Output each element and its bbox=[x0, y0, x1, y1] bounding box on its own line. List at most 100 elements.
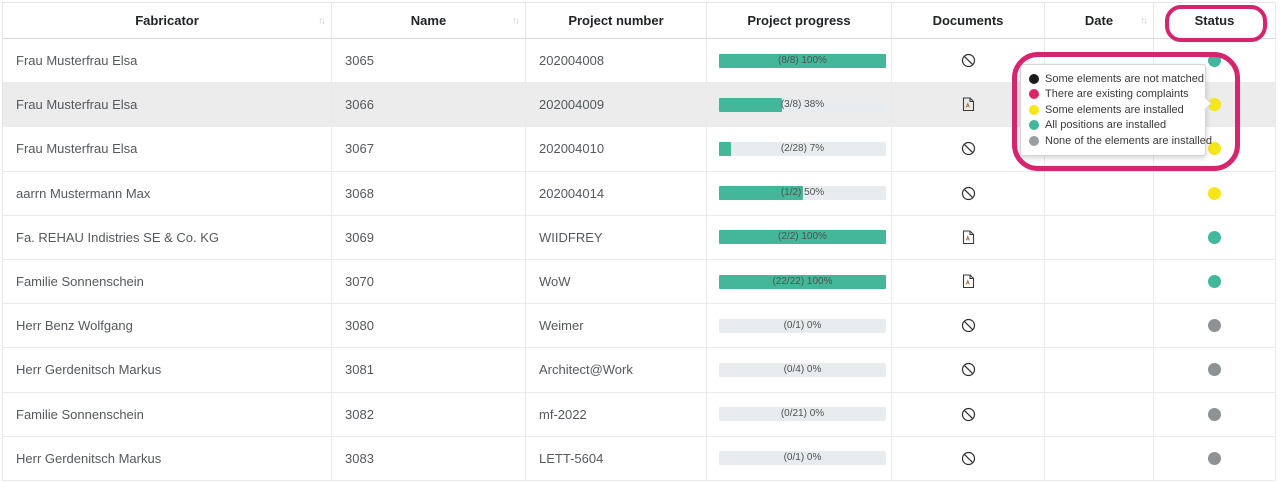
column-header-label: Date bbox=[1084, 13, 1114, 28]
date-cell bbox=[1045, 436, 1154, 481]
column-header-fabricator[interactable]: Fabricator ↑↓ bbox=[3, 3, 332, 39]
progress-label: (3/8) 38% bbox=[780, 98, 825, 110]
fabricator-cell: Familie Sonnenschein bbox=[3, 392, 332, 437]
table-header-row: Fabricator ↑↓ Name ↑↓ Project number Pro… bbox=[3, 3, 1276, 39]
sort-icon[interactable]: ↑↓ bbox=[1140, 15, 1148, 26]
documents-cell[interactable] bbox=[892, 348, 1045, 393]
name-cell: 3066 bbox=[332, 83, 526, 128]
status-dot[interactable] bbox=[1208, 98, 1221, 112]
status-dot[interactable] bbox=[1208, 230, 1221, 244]
table-row[interactable]: Herr Gerdenitsch Markus 3081 Architect@W… bbox=[3, 348, 1276, 393]
project-progress-cell: (0/1) 0% bbox=[707, 304, 892, 349]
name-cell: 3068 bbox=[332, 171, 526, 216]
progress-bar: (2/28) 7% bbox=[719, 141, 886, 156]
pdf-file-icon[interactable] bbox=[962, 274, 975, 289]
fabricator-cell: Herr Gerdenitsch Markus bbox=[3, 436, 332, 481]
project-number-cell: Weimer bbox=[526, 304, 707, 349]
progress-bar: (0/4) 0% bbox=[719, 362, 886, 377]
project-number-cell: 202004010 bbox=[526, 127, 707, 172]
pdf-file-icon[interactable] bbox=[962, 230, 975, 245]
legend-status-dot bbox=[1029, 73, 1039, 84]
sort-icon[interactable]: ↑↓ bbox=[318, 15, 326, 26]
documents-cell[interactable] bbox=[892, 304, 1045, 349]
status-dot[interactable] bbox=[1208, 451, 1221, 465]
progress-bar-fill bbox=[719, 186, 803, 201]
status-cell bbox=[1154, 436, 1276, 481]
sort-icon[interactable]: ↑↓ bbox=[512, 15, 520, 26]
name-cell: 3082 bbox=[332, 392, 526, 437]
fabricator-text: Fa. REHAU Indistries SE & Co. KG bbox=[16, 229, 220, 245]
name-text: 3068 bbox=[345, 185, 374, 201]
no-documents-icon bbox=[961, 318, 976, 333]
column-header-project-number[interactable]: Project number bbox=[526, 3, 707, 39]
project-number-text: Weimer bbox=[539, 318, 584, 334]
project-progress-cell: (3/8) 38% bbox=[707, 83, 892, 128]
name-cell: 3069 bbox=[332, 215, 526, 260]
table-row[interactable]: aarrn Mustermann Max 3068 202004014 (1/2… bbox=[3, 171, 1276, 216]
table-row[interactable]: Familie Sonnenschein 3082 mf-2022 (0/21)… bbox=[3, 392, 1276, 437]
column-header-label: Fabricator bbox=[135, 13, 199, 28]
progress-label: (2/28) 7% bbox=[780, 142, 825, 154]
legend-item: None of the elements are installed bbox=[1029, 133, 1212, 149]
documents-cell[interactable] bbox=[892, 171, 1045, 216]
progress-label: (8/8) 100% bbox=[778, 54, 827, 66]
date-cell bbox=[1045, 304, 1154, 349]
fabricator-text: aarrn Mustermann Max bbox=[16, 185, 151, 201]
project-number-text: WoW bbox=[539, 274, 571, 290]
progress-label: (1/2) 50% bbox=[780, 187, 825, 199]
project-number-cell: WoW bbox=[526, 259, 707, 305]
name-text: 3067 bbox=[345, 141, 374, 157]
progress-bar-fill bbox=[719, 274, 886, 289]
fabricator-cell: Fa. REHAU Indistries SE & Co. KG bbox=[3, 215, 332, 260]
progress-bar-fill bbox=[719, 230, 886, 245]
project-number-cell: WIIDFREY bbox=[526, 215, 707, 260]
documents-cell[interactable] bbox=[892, 215, 1045, 260]
status-legend-tooltip: Some elements are not matched There are … bbox=[1020, 64, 1212, 156]
no-documents-icon bbox=[961, 407, 976, 422]
documents-cell[interactable] bbox=[892, 392, 1045, 437]
table-row[interactable]: Herr Benz Wolfgang 3080 Weimer (0/1) 0% bbox=[3, 304, 1276, 349]
fabricator-text: Herr Gerdenitsch Markus bbox=[16, 450, 162, 466]
annotation-box-legend bbox=[1012, 52, 1240, 171]
no-documents-icon bbox=[961, 141, 976, 156]
project-number-text: 202004009 bbox=[539, 97, 605, 113]
progress-bar: (8/8) 100% bbox=[719, 53, 886, 68]
progress-label: (22/22) 100% bbox=[772, 275, 833, 287]
project-number-cell: mf-2022 bbox=[526, 392, 707, 437]
project-number-cell: 202004009 bbox=[526, 83, 707, 128]
progress-bar-fill bbox=[719, 97, 783, 112]
fabricator-text: Herr Gerdenitsch Markus bbox=[16, 362, 162, 378]
status-cell bbox=[1154, 348, 1276, 393]
project-progress-cell: (22/22) 100% bbox=[707, 259, 892, 305]
table-row[interactable]: Familie Sonnenschein 3070 WoW (22/22) 10… bbox=[3, 259, 1276, 305]
table-row[interactable]: Fa. REHAU Indistries SE & Co. KG 3069 WI… bbox=[3, 215, 1276, 260]
no-documents-icon bbox=[961, 362, 976, 377]
status-cell bbox=[1154, 259, 1276, 305]
progress-bar: (0/1) 0% bbox=[719, 451, 886, 466]
name-text: 3065 bbox=[345, 53, 374, 69]
name-text: 3066 bbox=[345, 97, 374, 113]
documents-cell[interactable] bbox=[892, 39, 1045, 84]
column-header-project-progress[interactable]: Project progress bbox=[707, 3, 892, 39]
status-dot[interactable] bbox=[1208, 363, 1221, 377]
status-dot[interactable] bbox=[1208, 319, 1221, 333]
progress-label: (0/1) 0% bbox=[783, 319, 822, 331]
legend-item-label: None of the elements are installed bbox=[1045, 134, 1212, 147]
no-documents-icon bbox=[961, 451, 976, 466]
status-dot[interactable] bbox=[1208, 407, 1221, 421]
documents-cell[interactable] bbox=[892, 259, 1045, 305]
documents-cell[interactable] bbox=[892, 436, 1045, 481]
table-row[interactable]: Herr Gerdenitsch Markus 3083 LETT-5604 (… bbox=[3, 436, 1276, 481]
status-cell bbox=[1154, 171, 1276, 216]
status-dot[interactable] bbox=[1208, 186, 1221, 200]
column-header-name[interactable]: Name ↑↓ bbox=[332, 3, 526, 39]
progress-bar: (22/22) 100% bbox=[719, 274, 886, 289]
column-header-date[interactable]: Date ↑↓ bbox=[1045, 3, 1154, 39]
column-header-documents[interactable]: Documents bbox=[892, 3, 1045, 39]
pdf-file-icon[interactable] bbox=[962, 97, 975, 112]
project-number-text: WIIDFREY bbox=[539, 229, 603, 245]
legend-item: There are existing complaints bbox=[1029, 87, 1197, 103]
status-dot[interactable] bbox=[1208, 275, 1221, 289]
status-cell bbox=[1154, 83, 1276, 128]
